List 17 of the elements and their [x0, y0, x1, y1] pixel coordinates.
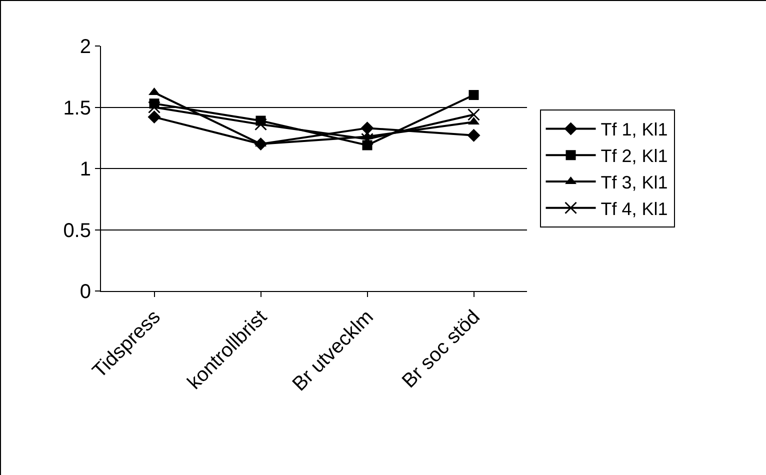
- legend-label: Tf 4, Kl1: [600, 198, 668, 219]
- legend-label: Tf 1, Kl1: [600, 120, 668, 140]
- legend-label: Tf 2, Kl1: [600, 146, 668, 166]
- y-tick-label: 0.5: [63, 220, 91, 242]
- point: [360, 122, 374, 135]
- y-tick-label: 1: [80, 158, 91, 180]
- point: [148, 110, 161, 124]
- legend-label: Tf 3, Kl1: [600, 172, 668, 193]
- y-tick-label: 2: [80, 36, 91, 58]
- point: [468, 108, 480, 121]
- point: [468, 90, 479, 100]
- y-tick-label: 0: [80, 281, 91, 303]
- point: [148, 101, 160, 114]
- y-tick-label: 1.5: [63, 97, 91, 120]
- point: [254, 118, 267, 131]
- point: [361, 132, 374, 146]
- point: [467, 128, 480, 142]
